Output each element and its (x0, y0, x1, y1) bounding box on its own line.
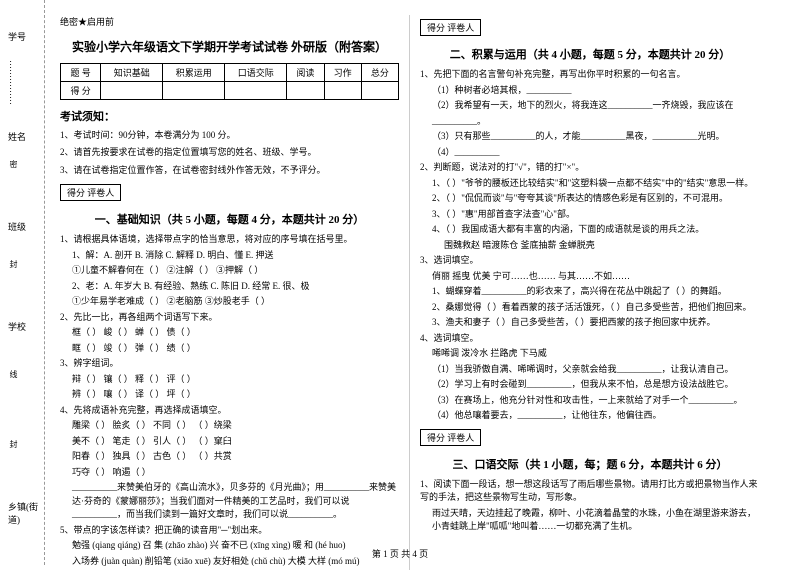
s2q2c: 3、（ ）"惠"用部首查字法查"心"部。 (432, 208, 760, 222)
s2q3c: 2、桑娜觉得（ ）看着西蒙的孩子活活饿死，（ ）自己多受些苦，把他们抱回来。 (432, 301, 760, 315)
q4b: 美不（ ） 笔走（ ） 引人（ ） （ ）窠臼 (72, 435, 399, 449)
s2q1d: （3）只有那些__________的人，才能__________黑夜，_____… (432, 130, 760, 144)
q4e: __________来赞美伯牙的《高山流水》，贝多芬的《月光曲》；用______… (72, 481, 399, 522)
s2q3b: 1、蝴蝶穿着__________的彩衣来了，高兴得在花丛中跳起了（ ）的舞蹈。 (432, 285, 760, 299)
margin-text2: 封 (8, 260, 19, 268)
th-3: 口语交际 (225, 64, 287, 82)
margin-line1: …………… (8, 60, 18, 105)
s2q4d: （3）在赛场上，他充分针对性和攻击性，一上来就给了对手一个__________。 (432, 394, 760, 408)
s2q4b: （1）当我骄傲自满、唏唏调时，父亲就会给我__________，让我认清自己。 (432, 363, 760, 377)
score-cell[interactable] (101, 82, 163, 100)
margin-class: 班级 (8, 220, 26, 233)
notice-2: 2、请首先按要求在试卷的指定位置填写您的姓名、班级、学号。 (60, 145, 399, 159)
q4d: 巧夺（ ） 响遏（ ） (72, 466, 399, 480)
confidential-label: 绝密★启用前 (60, 15, 399, 28)
s2q4: 4、选词填空。 (420, 332, 760, 346)
th-6: 总分 (361, 64, 398, 82)
s2q2: 2、判断题，说法对的打"√"，错的打"×"。 (420, 161, 760, 175)
score-cell[interactable] (324, 82, 361, 100)
th-2: 积累运用 (163, 64, 225, 82)
margin-text4: 封 (8, 440, 19, 448)
table-score-row: 得 分 (61, 82, 399, 100)
s3q1a: 雨过天晴，天边挂起了晚霞，柳叶、小花滴着晶莹的水珠，小鱼在湖里游来游去，小青蛙跳… (432, 507, 760, 534)
q4c: 阳春（ ） 独具（ ） 古色（ ） （ ）共赏 (72, 450, 399, 464)
exam-title: 实验小学六年级语文下学期开学考试试卷 外研版（附答案） (60, 38, 399, 55)
q1d: ①少年易学老难成（ ） ②老脑筋 ③炒股老手（ ） (72, 295, 399, 309)
s2q1a: （1）种树者必培其根，__________ (432, 84, 760, 98)
s2q4c: （2）学习上有时会碰到__________，但我从来不怕，总是想方设法战胜它。 (432, 378, 760, 392)
s2q3: 3、选词填空。 (420, 254, 760, 268)
score-cell[interactable] (361, 82, 398, 100)
margin-school: 学校 (8, 320, 26, 333)
s2q1: 1、先把下面的名言警句补充完整，再写出你平时积累的一句名言。 (420, 68, 760, 82)
s2q1e: （4）__________ (432, 146, 760, 160)
notice-1: 1、考试时间：90分钟，本卷满分为 100 分。 (60, 128, 399, 142)
margin-town: 乡镇(街道) (8, 500, 44, 526)
s2q4a: 唏唏调 泼冷水 拦路虎 下马威 (432, 347, 760, 361)
s2q1b: （2）我希望有一天，地下的烈火，将我连这__________一齐烧毁，我应该在 (432, 99, 760, 113)
th-0: 题 号 (61, 64, 101, 82)
notices-title: 考试须知： (60, 108, 399, 124)
s2q3d: 3、渔夫和妻子（ ）自己多受些苦，（ ）要把西蒙的孩子抱回家中抚养。 (432, 316, 760, 330)
q2: 2、先比一比，再各组两个词语写下来。 (60, 311, 399, 325)
s2q2b: 2、（ ）"侃侃而谈"与"夸夸其谈"所表达的情感色彩是有区别的，不可混用。 (432, 192, 760, 206)
q4a: 雕梁（ ） 脍炙（ ） 不同（ ） （ ）绕梁 (72, 419, 399, 433)
s2q3a: 俏丽 摇曳 优美 宁可……也…… 与其……不如…… (432, 270, 760, 284)
s2q4e: （4）他总嚷着要去，__________，让他往东，他偏往西。 (432, 409, 760, 423)
score-cell[interactable] (225, 82, 287, 100)
right-column: 得分 评卷人 二、积累与运用（共 4 小题，每题 5 分，本题共计 20 分） … (410, 15, 770, 570)
q1: 1、请根据具体语境，选择带点字的恰当意思，将对应的序号填在括号里。 (60, 233, 399, 247)
score-box-1: 得分 评卷人 (60, 184, 121, 201)
score-box-3: 得分 评卷人 (420, 429, 481, 446)
s2q1c: __________。 (432, 115, 760, 129)
th-4: 阅读 (287, 64, 324, 82)
q2b: 眶（ ） 竣（ ） 弹（ ） 绩（ ） (72, 342, 399, 356)
q1b: ①儿童不解春何在（ ） ②注解（ ） ③押解（ ） (72, 264, 399, 278)
s2q2e: 围魏救赵 暗渡陈仓 釜底抽薪 金蝉脱壳 (444, 239, 760, 253)
q1a: 1、解：A. 剖开 B. 消除 C. 解释 D. 明白、懂 E. 押送 (72, 249, 399, 263)
q1c: 2、老：A. 年岁大 B. 有经验、熟练 C. 陈旧 D. 经常 E. 很、极 (72, 280, 399, 294)
page-footer: 第 1 页 共 4 页 (0, 547, 800, 560)
margin-number: 学号 (8, 30, 26, 43)
q3b: 辨（ ） 嚷（ ） 译（ ） 坪（ ） (72, 388, 399, 402)
th-1: 知识基础 (101, 64, 163, 82)
notice-3: 3、请在试卷指定位置作答，在试卷密封线外作答无效，不予评分。 (60, 163, 399, 177)
score-cell[interactable] (163, 82, 225, 100)
score-cell[interactable] (287, 82, 324, 100)
th-5: 习作 (324, 64, 361, 82)
q2a: 框（ ） 峻（ ） 蝉（ ） 债（ ） (72, 326, 399, 340)
q3: 3、辨字组词。 (60, 357, 399, 371)
s3q1: 1、阅读下面一段话，想一想这段话写了雨后哪些景物。请用打比方或把景物当作人来写的… (420, 478, 760, 505)
q4: 4、先将成语补充完整，再选择成语填空。 (60, 404, 399, 418)
score-table: 题 号 知识基础 积累运用 口语交际 阅读 习作 总分 得 分 (60, 63, 399, 100)
left-margin: 学号 …………… 姓名 密 班级 封 学校 线 封 乡镇(街道) (0, 0, 45, 565)
margin-text3: 线 (8, 370, 19, 378)
margin-text1: 密 (8, 160, 19, 168)
page-container: 绝密★启用前 实验小学六年级语文下学期开学考试试卷 外研版（附答案） 题 号 知… (0, 0, 800, 575)
score-label: 得 分 (61, 82, 101, 100)
left-column: 绝密★启用前 实验小学六年级语文下学期开学考试试卷 外研版（附答案） 题 号 知… (50, 15, 410, 570)
margin-name: 姓名 (8, 130, 26, 143)
table-header-row: 题 号 知识基础 积累运用 口语交际 阅读 习作 总分 (61, 64, 399, 82)
s2q2d: 4、（ ）我国成语大都有丰富的内涵，下面的成语就是谈的用兵之法。 (432, 223, 760, 237)
section3-title: 三、口语交际（共 1 小题，每；题 6 分，本题共计 6 分） (420, 456, 760, 472)
section2-title: 二、积累与运用（共 4 小题，每题 5 分，本题共计 20 分） (420, 46, 760, 62)
section1-title: 一、基础知识（共 5 小题，每题 4 分，本题共计 20 分） (60, 211, 399, 227)
score-box-2: 得分 评卷人 (420, 19, 481, 36)
q5: 5、带点的字该怎样读？把正确的读音用"─"划出来。 (60, 524, 399, 538)
s2q2a: 1、（ ）"爷爷的腰板还比较结实"和"这塑料袋一点都不结实"中的"结实"意思一样… (432, 177, 760, 191)
q3a: 辩（ ） 镶（ ） 释（ ） 评（ ） (72, 373, 399, 387)
